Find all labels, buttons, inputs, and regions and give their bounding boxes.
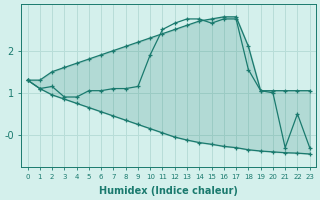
X-axis label: Humidex (Indice chaleur): Humidex (Indice chaleur)	[99, 186, 238, 196]
